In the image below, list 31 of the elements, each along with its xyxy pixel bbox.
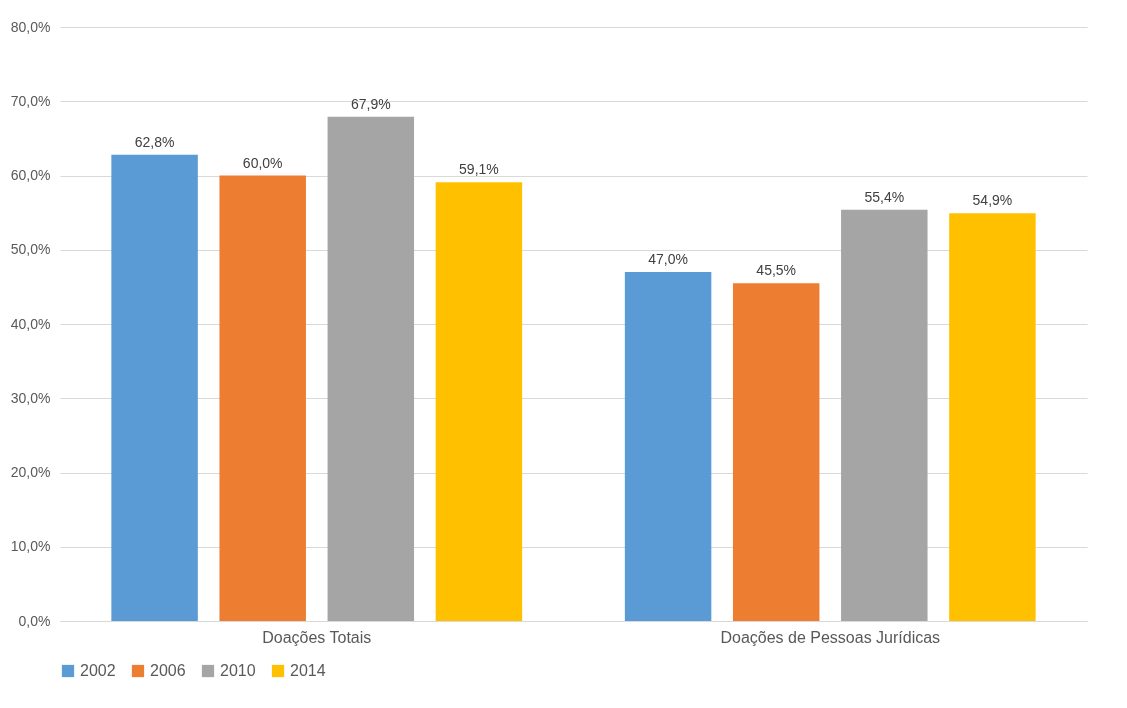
x-tick-label: Doações de Pessoas Jurídicas <box>720 628 941 646</box>
y-tick-label: 80,0% <box>10 18 51 35</box>
x-tick-label: Doações Totais <box>262 628 372 646</box>
y-tick-label: 60,0% <box>10 167 51 183</box>
y-tick-label: 50,0% <box>10 241 51 258</box>
data-label: 59,1% <box>459 161 499 178</box>
legend-label: 2010 <box>220 662 256 679</box>
bar <box>219 175 306 621</box>
data-label: 45,5% <box>756 262 797 279</box>
data-label: 55,4% <box>864 188 905 205</box>
y-tick-label: 10,0% <box>10 538 51 555</box>
legend-label: 2002 <box>80 662 116 679</box>
bar <box>624 272 712 621</box>
bar <box>327 116 415 621</box>
y-tick-label: 20,0% <box>10 464 51 480</box>
data-label: 62,8% <box>134 133 175 150</box>
bar <box>949 213 1036 621</box>
legend-label: 2006 <box>150 662 186 679</box>
bar <box>841 209 928 621</box>
data-label: 54,9% <box>972 192 1013 209</box>
data-label: 47,0% <box>648 251 688 268</box>
data-label: 60,0% <box>242 154 283 171</box>
y-tick-label: 70,0% <box>10 92 51 109</box>
y-tick-label: 30,0% <box>10 389 51 406</box>
y-tick-label: 0,0% <box>18 612 51 629</box>
data-label: 67,9% <box>350 95 391 112</box>
legend-label: 2014 <box>290 662 326 679</box>
y-tick-label: 40,0% <box>10 315 51 332</box>
bar <box>111 154 198 621</box>
bar <box>732 283 820 621</box>
bar <box>435 182 523 621</box>
